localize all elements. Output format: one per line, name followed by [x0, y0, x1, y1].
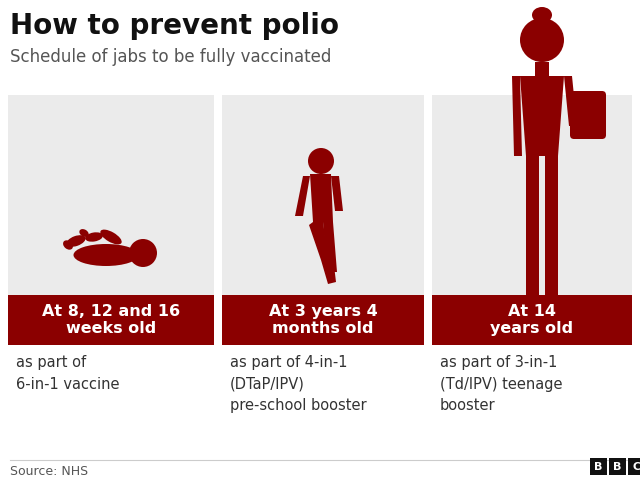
Bar [432, 95, 632, 295]
Ellipse shape [74, 244, 138, 266]
Polygon shape [323, 222, 337, 272]
Ellipse shape [85, 232, 103, 242]
Ellipse shape [532, 7, 552, 23]
Text: Schedule of jabs to be fully vaccinated: Schedule of jabs to be fully vaccinated [10, 48, 332, 66]
Polygon shape [295, 176, 310, 216]
Bar [526, 156, 539, 295]
Bar [432, 295, 632, 345]
Polygon shape [310, 174, 333, 222]
Bar [628, 458, 640, 475]
Bar [590, 458, 607, 475]
Text: Source: NHS: Source: NHS [10, 465, 88, 478]
Bar [222, 95, 424, 295]
Bar [609, 458, 626, 475]
Text: as part of 3-in-1
(Td/IPV) teenage
booster: as part of 3-in-1 (Td/IPV) teenage boost… [440, 355, 563, 413]
Circle shape [520, 18, 564, 62]
Polygon shape [564, 76, 577, 126]
Polygon shape [309, 222, 336, 284]
Bar [8, 95, 214, 295]
Text: B: B [595, 462, 603, 471]
Text: At 14
years old: At 14 years old [490, 304, 573, 336]
Bar [535, 62, 549, 76]
Circle shape [129, 239, 157, 267]
Bar [545, 156, 558, 295]
Text: How to prevent polio: How to prevent polio [10, 12, 339, 40]
Polygon shape [520, 76, 564, 156]
Text: as part of
6-in-1 vaccine: as part of 6-in-1 vaccine [16, 355, 120, 392]
Text: At 8, 12 and 16
weeks old: At 8, 12 and 16 weeks old [42, 304, 180, 336]
Text: C: C [632, 462, 640, 471]
Ellipse shape [100, 229, 122, 244]
FancyBboxPatch shape [570, 91, 606, 139]
Bar [222, 295, 424, 345]
Text: At 3 years 4
months old: At 3 years 4 months old [269, 304, 378, 336]
Bar [8, 295, 214, 345]
Ellipse shape [67, 235, 86, 247]
Ellipse shape [63, 240, 73, 250]
Polygon shape [331, 176, 343, 211]
Circle shape [308, 148, 334, 174]
Polygon shape [512, 76, 522, 156]
Text: as part of 4-in-1
(DTaP/IPV)
pre-school booster: as part of 4-in-1 (DTaP/IPV) pre-school … [230, 355, 367, 413]
Ellipse shape [79, 229, 89, 237]
Text: B: B [613, 462, 621, 471]
